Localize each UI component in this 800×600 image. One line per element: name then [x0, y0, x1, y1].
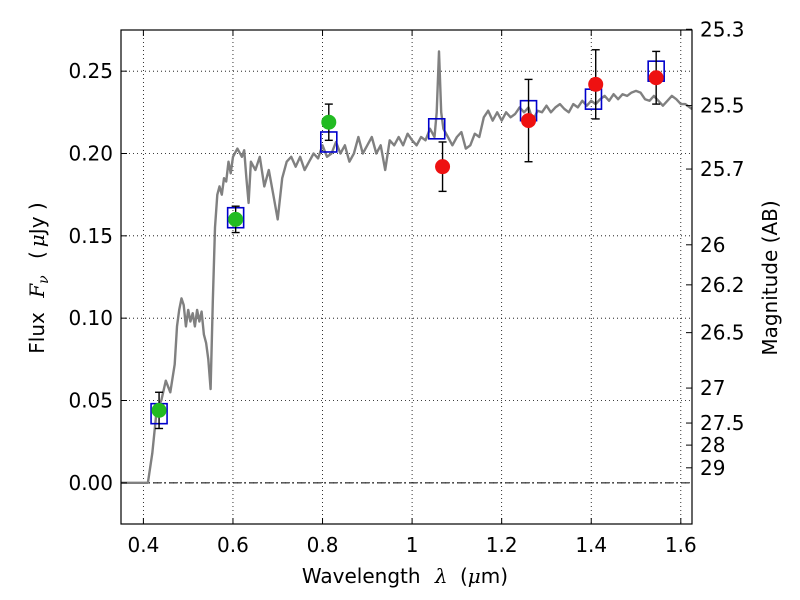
- magnitude-tick-label: 29: [700, 456, 725, 480]
- x-axis-title: Wavelength λ (μm): [302, 564, 508, 588]
- y-axis-title: Flux Fν ( μJy ): [25, 202, 53, 353]
- x-tick-label: 0.4: [127, 533, 159, 557]
- observed-point-red: [435, 159, 451, 175]
- model-photometry-square: [427, 118, 446, 140]
- y-axis-title-subscript: ν: [36, 275, 52, 284]
- plot-frame: [120, 29, 693, 525]
- x-tick-label: 1.6: [665, 533, 697, 557]
- y-tick-label: 0.00: [68, 471, 113, 495]
- x-axis-title-unit-mu: μ: [468, 564, 481, 588]
- x-axis-title-symbol: λ: [434, 564, 448, 588]
- y-axis-title-unit-open: (: [25, 251, 49, 259]
- magnitude-tick-label: 28: [700, 433, 725, 457]
- y-axis-title-main: Flux: [25, 312, 49, 354]
- observed-point-red: [648, 70, 664, 86]
- observed-point-red: [588, 76, 604, 92]
- y-axis-title-unit-mu: μ: [25, 234, 49, 247]
- y-tick-label: 0.25: [68, 59, 113, 83]
- magnitude-axis-title: Magnitude (AB): [758, 200, 782, 355]
- magnitude-tick-label: 26.5: [700, 321, 745, 345]
- observed-point-green: [321, 114, 337, 130]
- observed-point-green: [228, 211, 244, 227]
- axis-ticks: 0.4 0.6 0.8 1 1.2 1.4 1.6 0.00 0.05 0.10 0.15 0.20 0…: [68, 17, 744, 557]
- magnitude-tick-label: 25.5: [700, 94, 745, 118]
- x-tick-label: 1.2: [486, 533, 518, 557]
- magnitude-tick-label: 27: [700, 376, 725, 400]
- x-tick-label: 1: [406, 533, 419, 557]
- x-tick-label: 0.6: [217, 533, 249, 557]
- magnitude-tick-label: 25.3: [700, 17, 745, 41]
- magnitude-tick-label: 25.7: [700, 157, 745, 181]
- y-tick-label: 0.20: [68, 142, 113, 166]
- observed-point-red: [521, 113, 537, 129]
- grid: [121, 30, 692, 524]
- magnitude-tick-label: 27.5: [700, 411, 745, 435]
- observed-point-green: [151, 402, 167, 418]
- magnitude-tick-label: 26.2: [700, 273, 745, 297]
- x-axis-title-main: Wavelength: [302, 564, 421, 588]
- magnitude-tick-label: 26: [700, 233, 725, 257]
- y-axis-title-symbol: F: [25, 283, 49, 299]
- x-axis-title-unit-open: (: [460, 564, 468, 588]
- x-tick-label: 1.4: [575, 533, 607, 557]
- model-spectrum-line: [121, 50, 692, 484]
- y-tick-label: 0.10: [68, 306, 113, 330]
- x-axis-title-unit-rest: m): [481, 564, 508, 588]
- y-tick-label: 0.15: [68, 224, 113, 248]
- y-tick-label: 0.05: [68, 389, 113, 413]
- plot-data: [121, 49, 692, 484]
- y-axis-title-unit-rest: Jy ): [25, 202, 49, 236]
- x-tick-label: 0.8: [307, 533, 339, 557]
